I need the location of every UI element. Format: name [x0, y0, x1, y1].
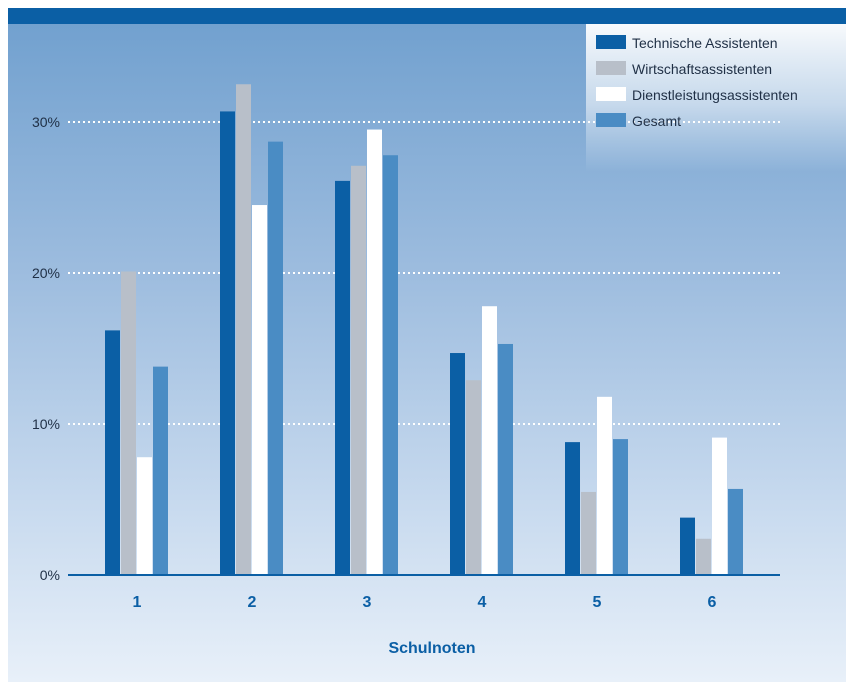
bar-dienstleistungsassistenten-4	[482, 306, 497, 575]
x-tick-label: 6	[708, 594, 717, 611]
x-axis-title: Schulnoten	[388, 640, 475, 657]
x-tick-label: 2	[248, 594, 257, 611]
bars: 1 2 3 4 5 6	[105, 84, 743, 611]
bar-wirtschaftsassistenten-1	[121, 271, 136, 575]
legend-swatch	[596, 87, 626, 101]
legend-label: Dienstleistungsassistenten	[632, 87, 798, 103]
legend: Technische Assistenten Wirtschaftsassiste…	[586, 24, 846, 172]
bar-dienstleistungsassistenten-5	[597, 396, 612, 575]
bar-technische-assistenten-5	[565, 442, 580, 575]
legend-background	[586, 24, 846, 172]
bar-gesamt-5	[613, 439, 628, 575]
legend-swatch	[596, 113, 626, 127]
x-tick-label: 5	[593, 594, 602, 611]
bar-technische-assistenten-2	[220, 111, 235, 576]
x-tick-label: 4	[478, 594, 487, 611]
bar-wirtschaftsassistenten-4	[466, 380, 481, 575]
legend-label: Gesamt	[632, 113, 681, 129]
y-tick-label: 0%	[40, 567, 60, 583]
x-tick-label: 3	[363, 594, 372, 611]
bar-gesamt-3	[383, 155, 398, 575]
header-bar	[8, 8, 846, 24]
bar-chart: 0% 10% 20% 30% 1 2 3 4 5 6 Schulnoten Technische…	[32, 24, 846, 657]
bar-gesamt-4	[498, 343, 513, 575]
bar-dienstleistungsassistenten-3	[367, 129, 382, 576]
bar-dienstleistungsassistenten-2	[252, 205, 267, 576]
bar-technische-assistenten-6	[680, 517, 695, 575]
bar-wirtschaftsassistenten-5	[581, 491, 596, 575]
grid-lines: 0% 10% 20% 30%	[32, 114, 780, 583]
x-tick-label: 1	[133, 594, 142, 611]
legend-label: Technische Assistenten	[632, 35, 778, 51]
bar-technische-assistenten-3	[335, 180, 350, 575]
y-tick-label: 30%	[32, 114, 60, 130]
bar-gesamt-1	[153, 366, 168, 575]
legend-label: Wirtschaftsassistenten	[632, 61, 772, 77]
bar-gesamt-2	[268, 141, 283, 575]
bar-dienstleistungsassistenten-6	[712, 437, 727, 575]
y-tick-label: 20%	[32, 265, 60, 281]
legend-swatch	[596, 35, 626, 49]
bar-technische-assistenten-4	[450, 353, 465, 575]
bar-technische-assistenten-1	[105, 330, 120, 575]
bar-wirtschaftsassistenten-3	[351, 165, 366, 576]
bar-wirtschaftsassistenten-2	[236, 84, 251, 575]
bar-wirtschaftsassistenten-6	[696, 538, 711, 575]
bar-dienstleistungsassistenten-1	[137, 457, 152, 575]
chart-panel: 0% 10% 20% 30% 1 2 3 4 5 6 Schulnoten Technische…	[8, 8, 846, 682]
legend-swatch	[596, 61, 626, 75]
bar-gesamt-6	[728, 488, 743, 575]
y-tick-label: 10%	[32, 416, 60, 432]
